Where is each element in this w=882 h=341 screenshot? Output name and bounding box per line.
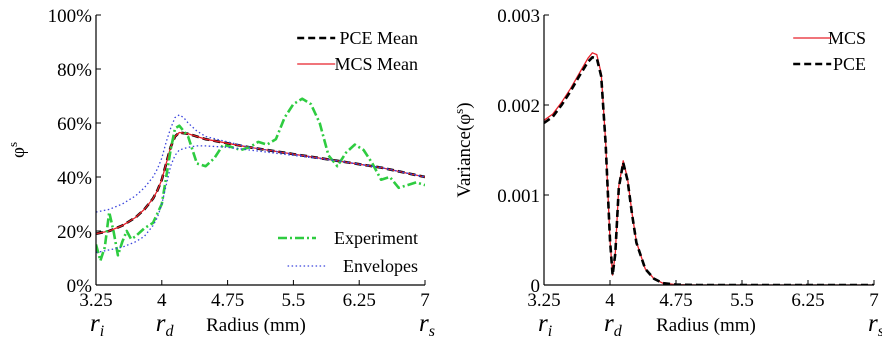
x-tick-label: 4 [157,290,167,311]
radius-marker-sub: i [100,323,104,340]
y-tick-label: 0.001 [497,186,540,207]
legend-label-pce-mean: PCE Mean [340,28,419,48]
x-axis-label: Radius (mm) [206,315,306,336]
legend-label-envelopes: Envelopes [343,256,418,276]
variance-plot: 00.0010.0020.0033.2544.755.56.257rirdrsR… [451,6,882,340]
x-tick-label: 7 [420,290,430,311]
radius-marker-base: r [604,310,614,337]
x-tick-label: 4.75 [659,290,692,311]
radius-marker-i: ri [90,310,104,340]
y-axis-label-sup: s [5,142,20,147]
y-axis-label: Variance(φs) [451,102,475,197]
x-tick-label: 5.5 [730,290,754,311]
series-mcs-line [544,52,874,285]
y-tick-label: 60% [57,114,92,135]
radius-marker-s: rs [419,310,435,340]
x-tick-label: 6.25 [343,290,376,311]
radius-marker-sub: s [429,323,435,340]
legend-top: PCE Mean MCS Mean [297,28,418,74]
legend-top: MCS PCE [793,28,866,74]
series-envelope-lower-line [96,145,425,254]
y-tick-label: 0% [67,276,93,297]
series-pce-mean-line [96,131,425,235]
radius-marker-base: r [868,310,878,337]
x-tick-label: 3.25 [527,290,560,311]
radius-marker-i: ri [538,310,552,340]
legend-label-mcs-mean: MCS Mean [334,54,418,74]
y-tick-label: 100% [48,6,93,27]
radius-marker-sub: s [878,323,882,340]
x-tick-label: 4.75 [211,290,244,311]
radius-marker-base: r [90,310,100,337]
y-axis-label-close: ) [454,102,475,108]
legend-bottom: Experiment Envelopes [278,228,418,276]
legend-label-pce: PCE [833,54,866,74]
radius-marker-d: rd [156,310,175,340]
y-axis-label-sup: s [451,109,466,114]
phi-s-plot: 0%20%40%60%80%100%3.25 4 4.75 5.5 6.25 7ri rd r… [5,6,435,340]
y-tick-label: 20% [57,222,92,243]
x-axis-label: Radius (mm) [656,315,756,336]
radius-marker-d: rd [604,310,623,340]
x-tick-label: 4 [605,290,615,311]
legend-label-experiment: Experiment [334,228,418,248]
y-axis-label: φs [5,142,29,158]
radius-marker-base: r [156,310,166,337]
series-group [96,97,425,262]
series-group [544,52,874,285]
x-tick-label: 5.5 [282,290,306,311]
series-experiment-line [96,97,425,262]
y-tick-label: 0 [531,276,541,297]
y-tick-label: 80% [57,60,92,81]
series-pce-line [544,56,874,285]
y-tick-label: 0.003 [497,6,540,27]
y-axis-label-base: Variance(φ [454,114,475,198]
y-tick-label: 40% [57,168,92,189]
x-tick-label: 3.25 [79,290,112,311]
radius-marker-base: r [419,310,429,337]
radius-marker-base: r [538,310,548,337]
radius-marker-sub: d [614,323,623,340]
y-tick-label: 0.002 [497,96,540,117]
series-mcs-mean-line [96,131,425,235]
x-tick-label: 7 [869,290,879,311]
x-tick-label: 6.25 [791,290,824,311]
series-envelopes-line [96,114,425,213]
radius-marker-sub: d [166,323,175,340]
legend-label-mcs: MCS [828,28,866,48]
y-axis-label-base: φ [8,147,29,158]
radius-marker-s: rs [868,310,882,340]
radius-marker-sub: i [548,323,552,340]
